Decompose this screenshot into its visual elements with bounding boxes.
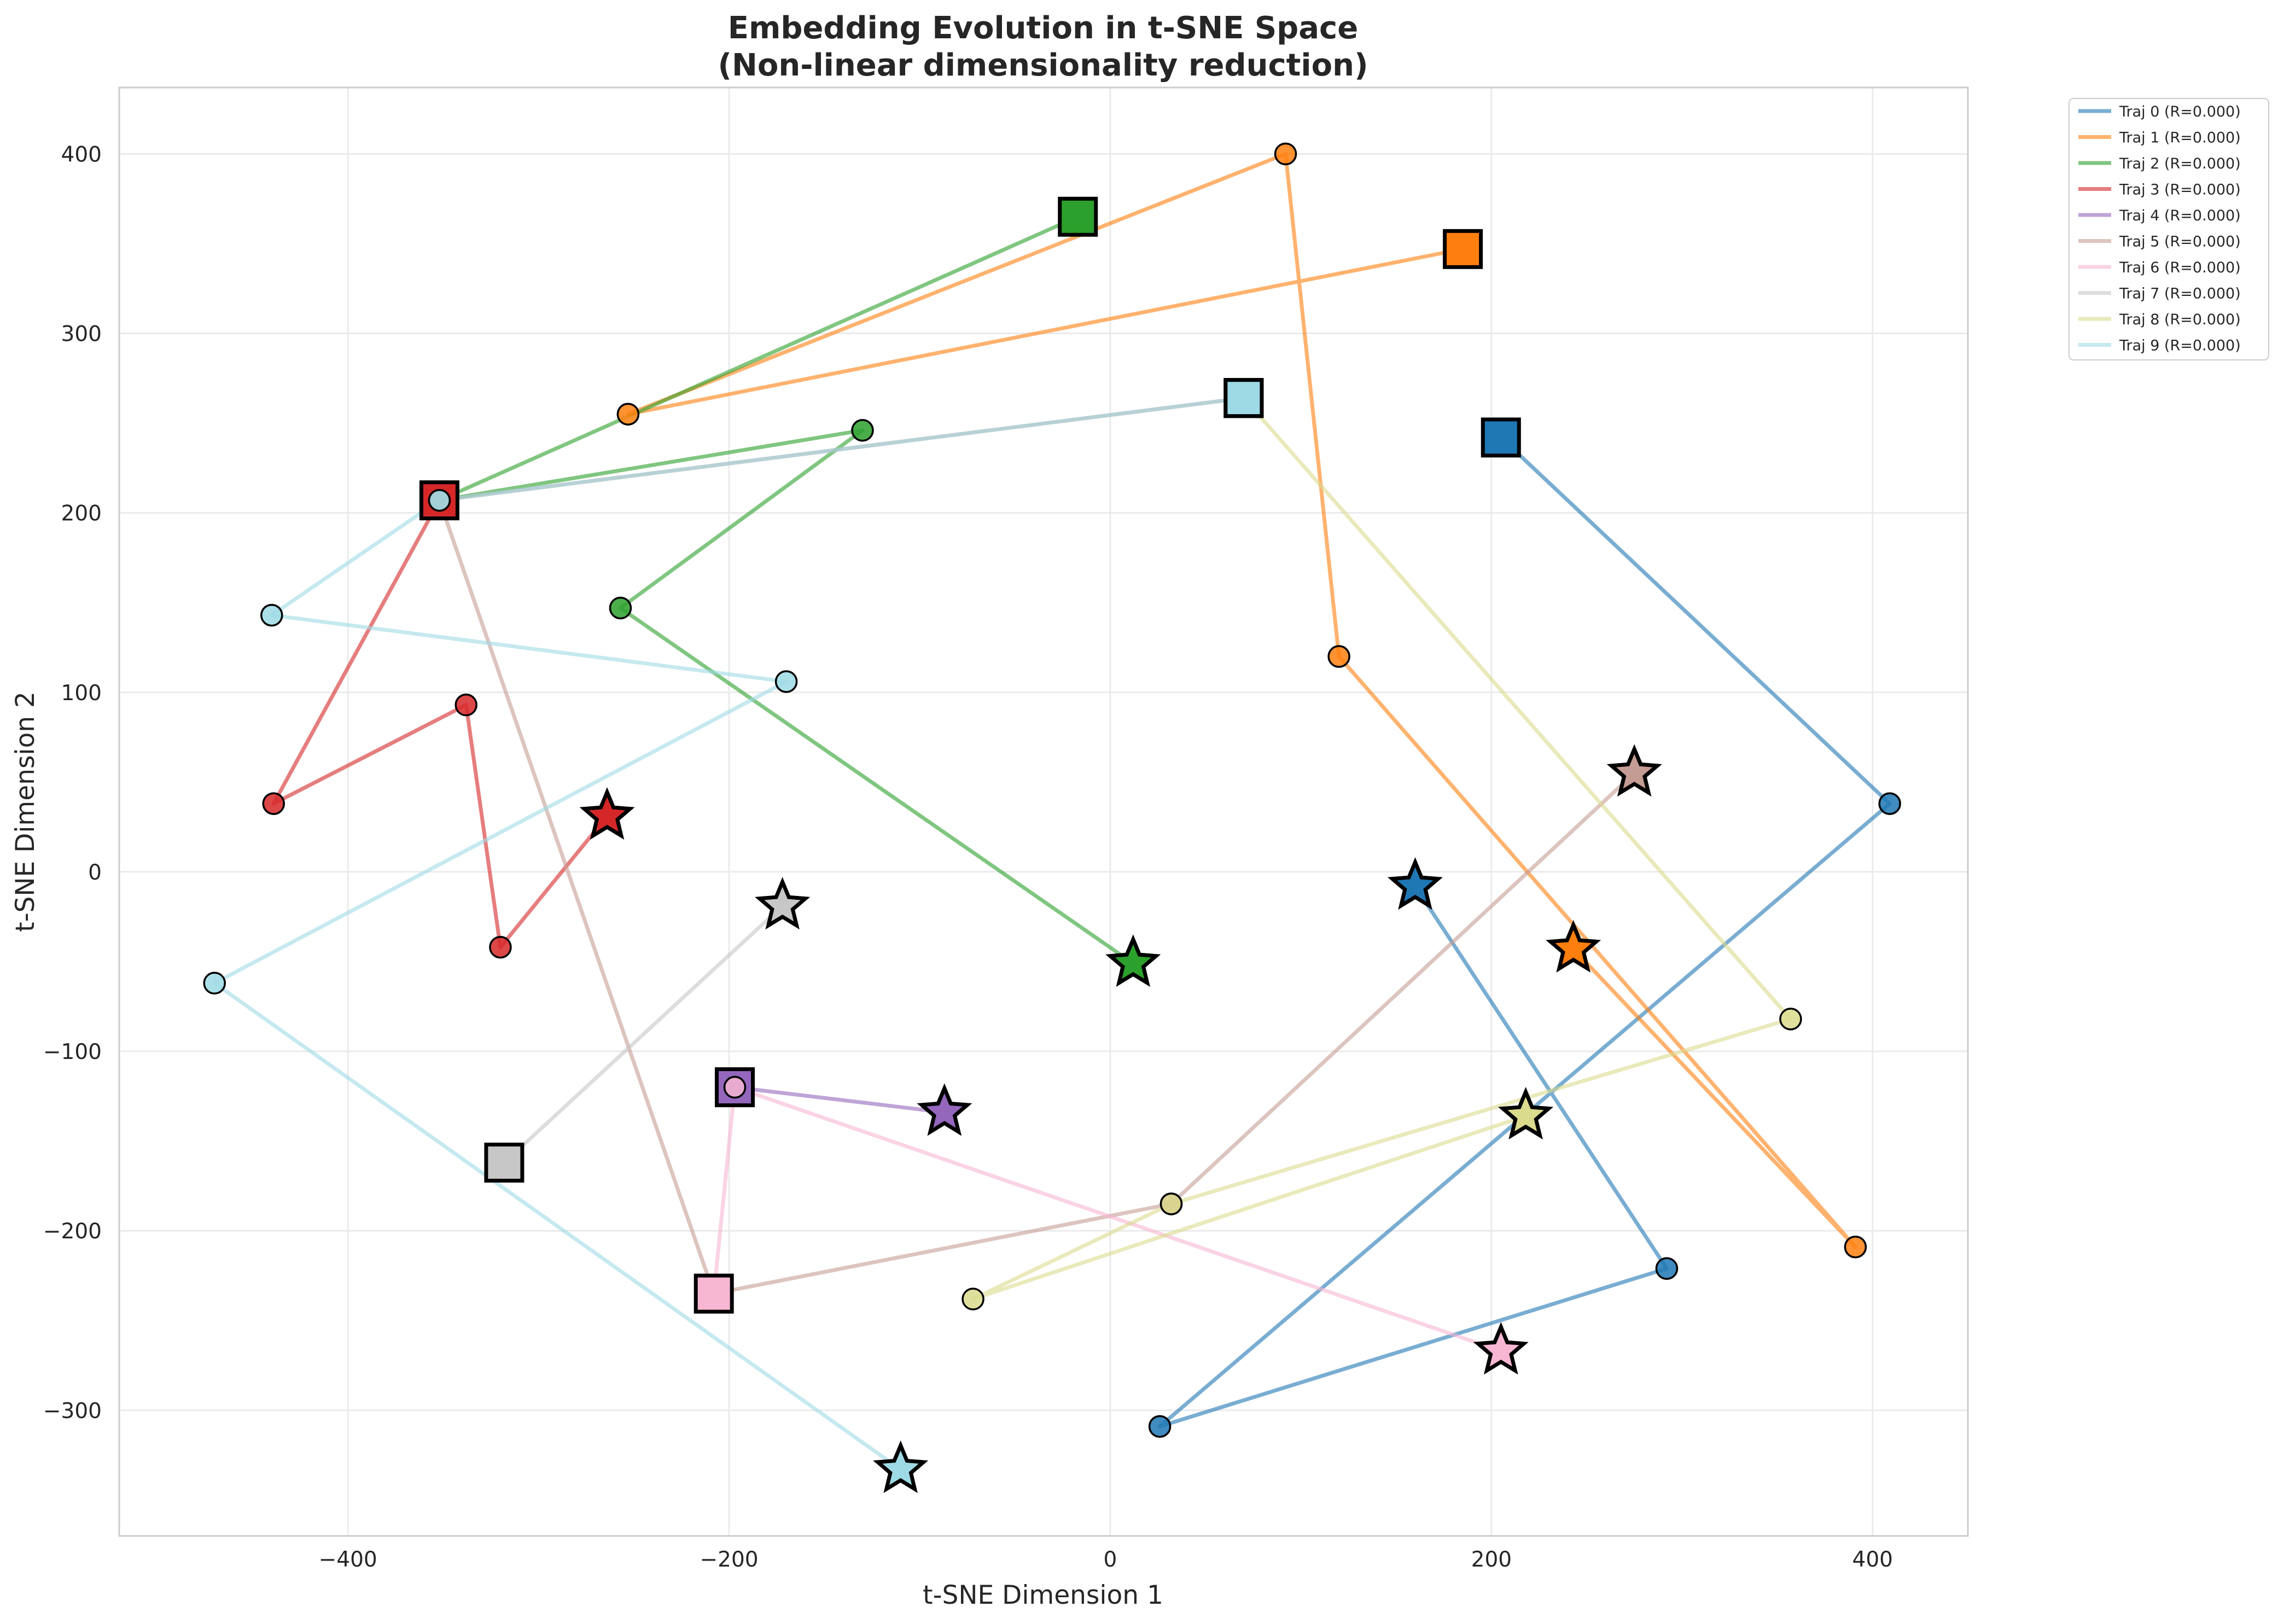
y-tick-label: 200 (61, 502, 102, 526)
legend-label-7: Traj 7 (R=0.000) (2119, 286, 2241, 302)
trajectory-1-point (1844, 1235, 1867, 1259)
x-tick-label: −400 (319, 1547, 377, 1572)
trajectory-9-point (260, 603, 283, 627)
trajectory-0-point (1878, 792, 1901, 815)
trajectory-1-point (1274, 142, 1297, 166)
trajectory-9-start-square (1223, 378, 1264, 418)
y-tick-label: −200 (43, 1219, 102, 1244)
y-tick-label: −100 (43, 1040, 102, 1064)
y-tick-label: 300 (61, 322, 102, 347)
trajectory-8-point (1779, 1008, 1802, 1031)
trajectory-3-point (455, 694, 477, 717)
trajectory-0-point (1655, 1257, 1679, 1280)
trajectory-1-start-square (1443, 229, 1483, 269)
trajectory-1-end-star (1546, 919, 1601, 973)
trajectory-0-start-square (1481, 417, 1521, 458)
plot-border (118, 86, 1969, 1537)
trajectory-8-point (962, 1288, 984, 1311)
y-tick-label: 100 (61, 681, 102, 706)
legend-label-6: Traj 6 (R=0.000) (2119, 259, 2241, 276)
y-tick-label: 0 (88, 860, 102, 885)
trajectory-0-end-star (1387, 857, 1443, 910)
trajectory-9-point (774, 670, 798, 693)
legend-label-0: Traj 0 (R=0.000) (2119, 103, 2241, 120)
y-tick-label: 400 (61, 142, 102, 167)
trajectory-line-7 (502, 904, 785, 1165)
legend-label-3: Traj 3 (R=0.000) (2119, 182, 2241, 199)
trajectory-4-end-star (917, 1083, 972, 1136)
trajectory-8-point (1160, 1192, 1183, 1215)
plot-title: Embedding Evolution in t-SNE Space (Non-… (718, 10, 1368, 83)
trajectory-2-start-square (1058, 196, 1098, 237)
trajectory-3-end-star (579, 787, 635, 840)
trajectory-5-end-star (1606, 744, 1662, 797)
legend-label-2: Traj 2 (R=0.000) (2119, 155, 2241, 172)
trajectory-9-point (428, 488, 451, 512)
trajectory-7-end-star (755, 877, 811, 930)
trajectory-6-start-square (694, 1273, 734, 1314)
trajectory-0-point (1148, 1415, 1172, 1438)
trajectory-9-end-star (873, 1440, 929, 1493)
trajectory-line-9 (212, 396, 1246, 1472)
trajectory-2-point (851, 418, 874, 442)
trajectory-1-point (1327, 645, 1350, 668)
legend-label-1: Traj 1 (R=0.000) (2119, 130, 2241, 147)
x-tick-label: 400 (1852, 1547, 1893, 1572)
legend-label-9: Traj 9 (R=0.000) (2119, 337, 2241, 354)
plot-area (119, 88, 1968, 1536)
trajectory-line-4 (733, 1085, 947, 1115)
grid (119, 88, 1968, 1536)
y-axis-label: t-SNE Dimension 2 (10, 691, 40, 932)
x-tick-label: −200 (700, 1547, 758, 1572)
legend-label-4: Traj 4 (R=0.000) (2119, 207, 2241, 224)
trajectory-3-point (489, 935, 512, 959)
trajectory-9-point (203, 971, 226, 995)
legend: Traj 0 (R=0.000) Traj 1 (R=0.000) Traj 2 (… (2069, 98, 2269, 360)
trajectory-1-point (616, 403, 640, 426)
trajectory-2-end-star (1105, 934, 1161, 987)
trajectory-2-point (609, 596, 632, 620)
trajectory-3-point (262, 792, 285, 815)
trajectory-6-end-star (1473, 1322, 1529, 1375)
legend-items: Traj 0 (R=0.000) Traj 1 (R=0.000) Traj 2 (… (2078, 103, 2241, 354)
chart-title: Embedding Evolution in t-SNE Space (728, 10, 1358, 46)
trajectory-7-start-square (484, 1142, 525, 1183)
trajectory-6-point (723, 1075, 747, 1099)
legend-label-5: Traj 5 (R=0.000) (2119, 234, 2241, 251)
x-tick-label: 0 (1104, 1547, 1117, 1572)
x-axis-label: t-SNE Dimension 1 (923, 1580, 1163, 1610)
x-tick-label: 200 (1471, 1547, 1512, 1572)
y-tick-label: −300 (43, 1399, 102, 1423)
trajectory-markers (203, 142, 1901, 1493)
chart-subtitle: (Non-linear dimensionality reduction) (718, 48, 1368, 83)
legend-label-8: Traj 8 (R=0.000) (2119, 311, 2241, 328)
legend-box (2069, 98, 2269, 360)
trajectory-8-end-star (1498, 1087, 1554, 1140)
tick-labels: −400 −200 0 200 400 −300 −200 −100 0 100 200 300 400 (43, 142, 1893, 1572)
series-layer (203, 142, 1901, 1493)
trajectory-line-1 (626, 152, 1857, 1249)
